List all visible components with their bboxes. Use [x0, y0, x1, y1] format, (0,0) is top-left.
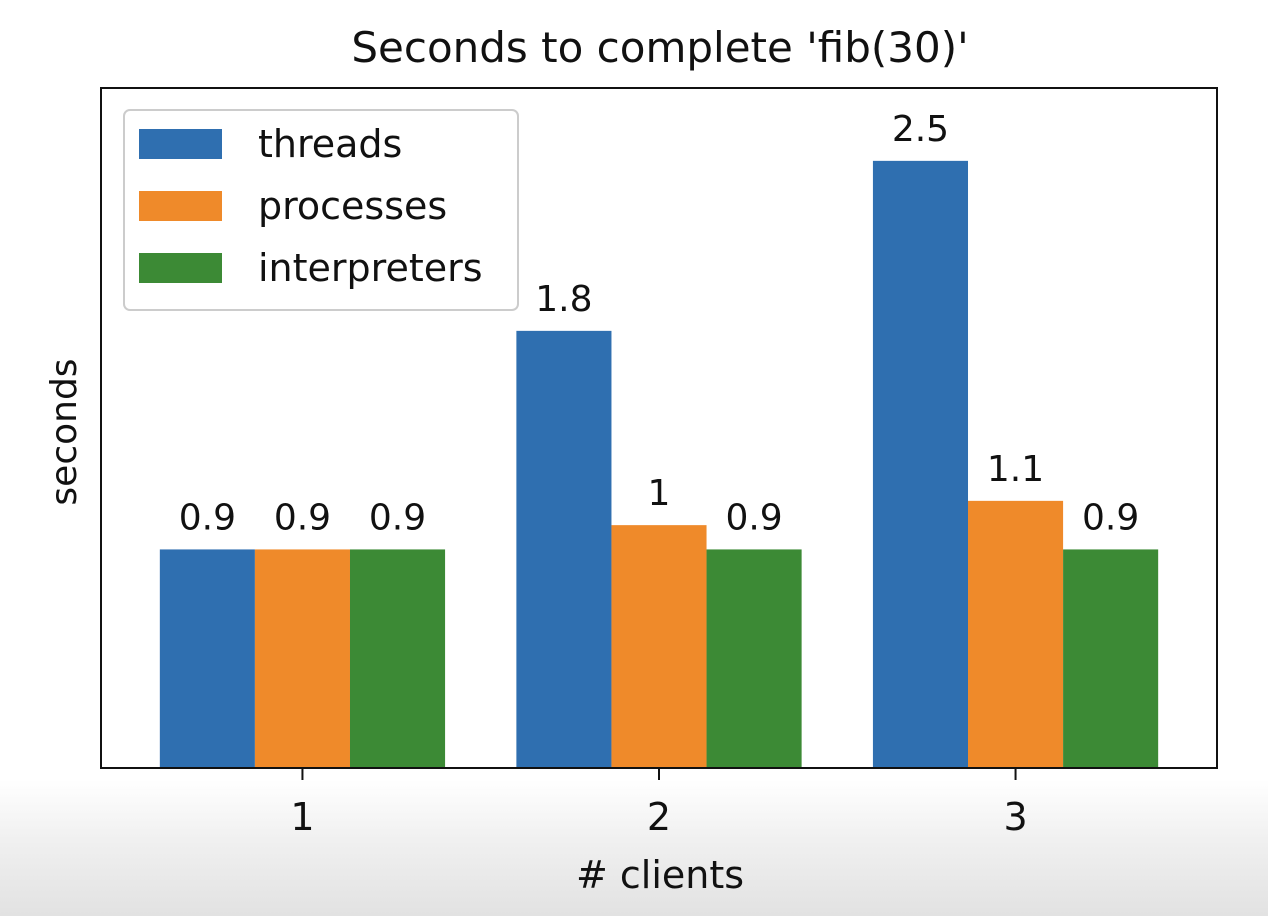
value-label-threads-2: 1.8 — [535, 279, 592, 320]
legend-label-threads: threads — [258, 122, 402, 166]
bar-interpreters-1 — [349, 549, 446, 768]
legend: threads processes interpreters — [123, 109, 519, 311]
bar-processes-3 — [968, 500, 1064, 768]
value-labels-group: 0.9 0.9 0.9 1.8 1 0.9 2.5 1.1 0.9 — [179, 109, 1140, 539]
bar-interpreters-3 — [1063, 549, 1159, 768]
legend-swatch-processes — [139, 191, 222, 221]
x-axis-label: # clients — [576, 853, 744, 897]
x-tick-label-2: 2 — [647, 795, 671, 839]
bar-threads-2 — [516, 330, 612, 768]
legend-label-processes: processes — [258, 184, 447, 228]
bar-interpreters-2 — [706, 549, 802, 768]
chart-title: Seconds to complete 'fib(30)' — [351, 23, 968, 72]
bar-processes-1 — [254, 549, 350, 768]
bar-processes-2 — [611, 525, 707, 768]
legend-swatch-interpreters — [139, 253, 222, 283]
value-label-processes-3: 1.1 — [987, 449, 1044, 490]
value-label-interpreters-2: 0.9 — [725, 497, 782, 538]
plot-frame — [100, 87, 1218, 769]
value-label-threads-3: 2.5 — [892, 109, 949, 150]
bar-threads-1 — [159, 549, 255, 768]
value-label-processes-1: 0.9 — [274, 497, 331, 538]
value-label-processes-2: 1 — [648, 473, 671, 514]
bars-group — [159, 160, 1159, 768]
value-label-interpreters-1: 0.9 — [369, 497, 426, 538]
legend-box — [123, 109, 519, 311]
x-tick-label-1: 1 — [290, 795, 314, 839]
bar-threads-3 — [872, 160, 969, 768]
legend-label-interpreters: interpreters — [258, 246, 483, 290]
value-label-threads-1: 0.9 — [179, 497, 236, 538]
value-label-interpreters-3: 0.9 — [1082, 497, 1139, 538]
legend-swatch-threads — [139, 129, 222, 159]
y-axis-label: seconds — [44, 358, 85, 505]
x-ticks-group: 1 2 3 — [290, 768, 1028, 839]
x-tick-label-3: 3 — [1003, 795, 1027, 839]
